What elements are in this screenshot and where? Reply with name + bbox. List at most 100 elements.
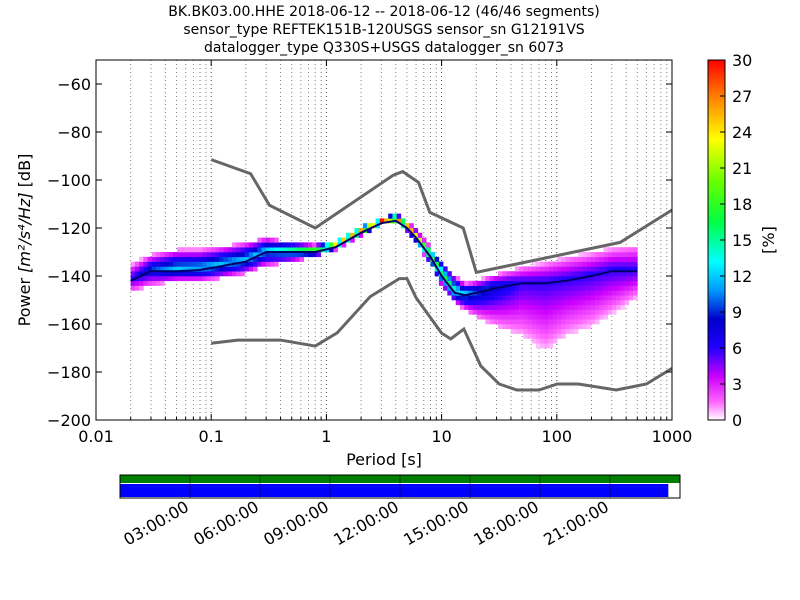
pdf-cell-539 <box>531 304 537 310</box>
pdf-cell-728 <box>578 285 583 291</box>
pdf-cell-764 <box>586 266 592 272</box>
x-tick-label-5: 1000 <box>652 427 693 446</box>
pdf-cell-531 <box>527 266 533 272</box>
pdf-cell-717 <box>573 266 579 272</box>
pdf-cell-572 <box>540 319 545 325</box>
pdf-cell-888 <box>624 266 630 272</box>
pdf-cell-848 <box>611 276 617 282</box>
pdf-cell-569 <box>540 333 545 339</box>
pdf-cell-80 <box>181 261 186 267</box>
pdf-cell-405 <box>489 319 495 325</box>
pdf-cell-205 <box>261 252 267 258</box>
pdf-cell-41 <box>156 266 161 272</box>
pdf-cell-432 <box>497 290 503 296</box>
pdf-cell-862 <box>616 271 621 277</box>
pdf-cell-207 <box>261 242 267 248</box>
pdf-cell-178 <box>240 242 245 248</box>
pdf-cell-341 <box>451 295 457 301</box>
pdf-cell-409 <box>489 300 495 306</box>
pdf-cell-52 <box>164 276 169 282</box>
pdf-cell-901 <box>628 256 634 262</box>
pdf-cell-376 <box>472 285 478 291</box>
pdf-cell-20 <box>143 276 148 282</box>
pdf-cell-358 <box>464 304 469 310</box>
pdf-cell-606 <box>548 328 554 334</box>
pdf-cell-468 <box>510 295 516 301</box>
pdf-cell-454 <box>506 300 511 306</box>
pdf-cell-486 <box>514 271 520 277</box>
pdf-cell-485 <box>514 276 520 282</box>
pdf-cell-256 <box>308 242 313 248</box>
pdf-cell-878 <box>620 256 625 262</box>
pdf-cell-282 <box>358 228 364 234</box>
pdf-cell-469 <box>510 290 516 296</box>
pdf-cell-305 <box>413 237 419 243</box>
pdf-cell-870 <box>620 295 625 301</box>
pdf-cell-911 <box>633 261 638 267</box>
pdf-cell-483 <box>514 285 520 291</box>
pdf-cell-290 <box>379 218 385 224</box>
pdf-cell-889 <box>624 261 630 267</box>
pdf-cell-289 <box>375 218 381 224</box>
pdf-cell-72 <box>177 266 182 272</box>
pdf-cell-778 <box>590 271 596 277</box>
pdf-cell-828 <box>607 304 613 310</box>
pdf-cell-725 <box>578 300 583 306</box>
pdf-cell-339 <box>447 276 452 282</box>
pdf-cell-784 <box>595 314 600 320</box>
pdf-cell-103 <box>194 252 199 258</box>
pdf-cell-395 <box>485 319 490 325</box>
pdf-cell-771 <box>590 304 596 310</box>
pdf-cell-545 <box>531 276 537 282</box>
pdf-cell-229 <box>278 247 283 253</box>
pdf-cell-895 <box>628 285 634 291</box>
pdf-cell-652 <box>557 266 562 272</box>
pdf-cell-647 <box>557 290 562 296</box>
pdf-cell-137 <box>215 256 220 262</box>
pdf-cell-261 <box>316 247 321 253</box>
pdf-cell-479 <box>514 304 520 310</box>
noise-models <box>210 158 672 392</box>
pdf-cell-120 <box>206 271 212 277</box>
pdf-cell-835 <box>607 271 613 277</box>
pdf-cell-521 <box>527 314 533 320</box>
pdf-cell-650 <box>557 276 562 282</box>
pdf-cell-602 <box>544 261 549 267</box>
pdf-cell-576 <box>540 300 545 306</box>
pdf-cell-344 <box>451 280 457 286</box>
pdf-cell-798 <box>599 314 604 320</box>
pdf-cell-669 <box>561 266 566 272</box>
colorbar-tick-label-7: 21 <box>732 159 752 178</box>
pdf-cell-398 <box>485 304 490 310</box>
pdf-cell-94 <box>189 261 195 267</box>
pdf-cell-777 <box>590 276 596 282</box>
pdf-cell-239 <box>291 256 296 262</box>
pdf-cell-559 <box>535 295 541 301</box>
pdf-cell-690 <box>569 319 575 325</box>
pdf-cell-737 <box>582 319 587 325</box>
pdf-cell-61 <box>168 261 174 267</box>
pdf-cell-95 <box>189 256 195 262</box>
pdf-cell-57 <box>164 252 169 258</box>
pdf-cell-45 <box>160 280 165 286</box>
pdf-cell-444 <box>502 290 507 296</box>
pdf-cell-58 <box>168 276 174 282</box>
pdf-cell-674 <box>565 319 571 325</box>
pdf-cell-98 <box>194 276 199 282</box>
pdf-cell-638 <box>557 333 562 339</box>
pdf-cell-217 <box>270 252 275 258</box>
pdf-cell-402 <box>485 285 490 291</box>
pdf-cell-245 <box>295 247 300 253</box>
pdf-cell-702 <box>569 261 575 267</box>
pdf-cell-787 <box>595 300 600 306</box>
pdf-cell-688 <box>569 328 575 334</box>
pdf-cell-499 <box>519 276 524 282</box>
pdf-cell-295 <box>392 213 397 219</box>
pdf-cell-108 <box>198 261 203 267</box>
timeline-tick-label-0: 03:00:00 <box>120 497 192 549</box>
pdf-cell-673 <box>565 324 571 330</box>
pdf-cell-500 <box>519 271 524 277</box>
pdf-cell-699 <box>569 276 575 282</box>
y-axis-label-units: [m²/s⁴/Hz] <box>15 192 34 272</box>
pdf-cell-470 <box>510 285 516 291</box>
